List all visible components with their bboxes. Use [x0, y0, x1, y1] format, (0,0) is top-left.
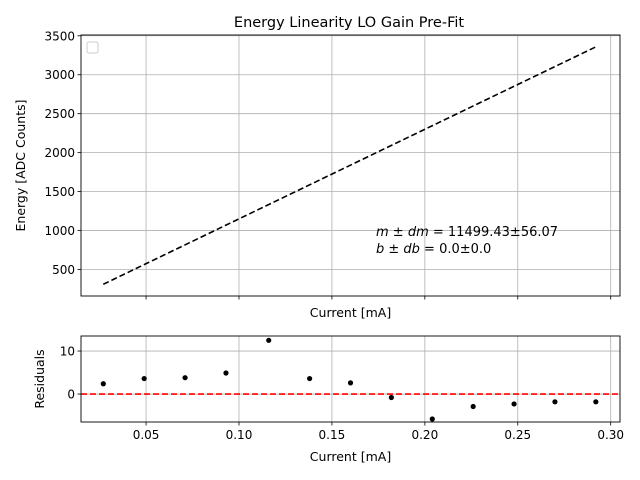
intercept-annotation: b ± db = 0.0±0.0 — [376, 242, 491, 257]
residuals-plot: 0.05 0.10 0.15 0.20 0.25 0.30 0 10 Current [mA]… — [32, 335, 624, 464]
slope-annotation: m ± dm = 11499.43±56.07 — [376, 225, 558, 240]
bottom-axes-frame — [80, 335, 621, 423]
top-axes-frame — [80, 34, 621, 297]
top-y-tick-label: 2000 — [44, 146, 75, 160]
residual-point — [511, 401, 517, 407]
top-y-tick-label: 1500 — [44, 185, 75, 199]
energy-linearity-plot: Energy Linearity LO Gain Pre-Fit 500 1000… — [13, 15, 621, 320]
legend-box — [86, 41, 99, 54]
residual-point — [388, 394, 394, 401]
bottom-x-tick-label: 0.30 — [597, 428, 624, 442]
intercept-value: = 0.0±0.0 — [420, 242, 491, 257]
residual-point — [429, 416, 435, 422]
bottom-y-tick-label: 10 — [60, 345, 75, 359]
slope-symbol: m ± dm — [376, 225, 429, 240]
residual-point — [593, 399, 599, 405]
top-y-tick-label: 500 — [52, 263, 75, 277]
top-y-tick-label: 1000 — [44, 224, 75, 238]
bottom-y-tick-label: 0 — [67, 388, 75, 402]
top-y-tick-label: 2500 — [44, 107, 75, 121]
bottom-ticks: 0.05 0.10 0.15 0.20 0.25 0.30 0 10 — [60, 345, 624, 442]
bottom-grid — [81, 336, 620, 422]
top-plot-area — [102, 46, 597, 285]
residual-point — [141, 375, 147, 382]
bottom-x-tick-label: 0.10 — [226, 428, 253, 442]
bottom-plot-area — [81, 337, 620, 422]
top-y-tick-label: 3500 — [44, 29, 75, 43]
top-ticks: 500 1000 1500 2000 2500 3000 3500 — [44, 29, 612, 300]
residual-point — [470, 403, 476, 410]
residual-point — [100, 381, 106, 387]
chart-title: Energy Linearity LO Gain Pre-Fit — [234, 15, 464, 31]
bottom-x-tick-label: 0.20 — [411, 428, 438, 442]
fit-line — [102, 46, 597, 285]
top-y-tick-label: 3000 — [44, 68, 75, 82]
bottom-x-tick-label: 0.05 — [133, 428, 160, 442]
fit-parameters-annotation: m ± dm = 11499.43±56.07 b ± db = 0.0±0.0 — [376, 225, 558, 257]
residual-point — [223, 370, 229, 376]
bottom-x-tick-label: 0.15 — [319, 428, 346, 442]
top-x-axis-label: Current [mA] — [310, 305, 391, 320]
bottom-x-tick-label: 0.25 — [504, 428, 531, 442]
residual-point — [347, 380, 354, 386]
residual-point — [307, 375, 313, 382]
residual-point — [266, 337, 272, 343]
residual-point — [182, 375, 188, 381]
bottom-x-axis-label: Current [mA] — [310, 449, 391, 464]
slope-value: = 11499.43±56.07 — [429, 225, 558, 240]
intercept-symbol: b ± db — [376, 242, 420, 257]
bottom-y-axis-label: Residuals — [32, 349, 47, 408]
top-y-axis-label: Energy [ADC Counts] — [13, 99, 28, 231]
top-grid — [81, 35, 620, 296]
residual-point — [552, 399, 558, 405]
